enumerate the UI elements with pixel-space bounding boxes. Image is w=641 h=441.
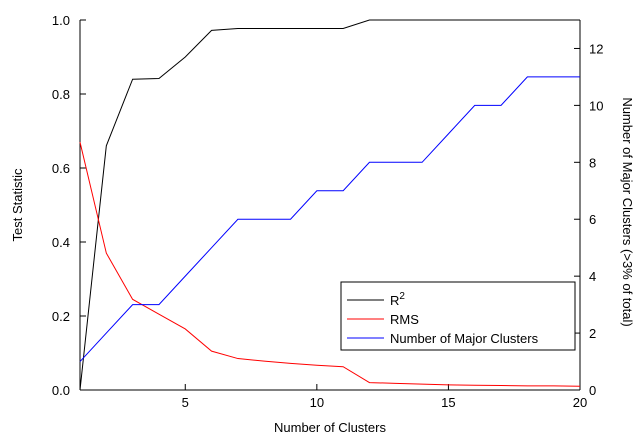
legend-label-rms: RMS xyxy=(390,312,419,327)
y2-tick-label: 0 xyxy=(589,383,596,398)
series-line-major-clusters xyxy=(79,76,580,362)
legend-box xyxy=(340,281,576,351)
series-layer xyxy=(79,19,581,391)
y-tick-label: 0.8 xyxy=(52,87,70,102)
y2-axis-label: Number of Major Clusters (>3% of total) xyxy=(620,97,635,326)
x-tick-label: 5 xyxy=(182,395,189,410)
y-tick-label: 0.4 xyxy=(52,235,70,250)
series-line-r2 xyxy=(79,19,580,391)
y2-tick-label: 2 xyxy=(589,326,596,341)
y2-tick-label: 10 xyxy=(589,98,603,113)
x-tick-label: 15 xyxy=(441,395,455,410)
y-tick-label: 0.2 xyxy=(52,309,70,324)
x-tick-label: 10 xyxy=(310,395,324,410)
y-axis-ticks: 0.0 0.2 0.4 0.6 0.8 1.0 xyxy=(52,13,86,398)
legend-label-major-clusters: Number of Major Clusters xyxy=(390,331,539,346)
y-axis-label: Test Statistic xyxy=(10,168,25,241)
plot-area xyxy=(79,20,581,391)
x-axis-ticks: 5 10 15 20 xyxy=(182,384,587,410)
y2-tick-label: 12 xyxy=(589,41,603,56)
y2-tick-label: 8 xyxy=(589,155,596,170)
legend-label-r2: R2 xyxy=(390,291,405,308)
x-tick-label: 20 xyxy=(573,395,587,410)
y-tick-label: 1.0 xyxy=(52,13,70,28)
x-axis-label: Number of Clusters xyxy=(274,420,386,435)
y2-axis-ticks: 0 2 4 6 8 10 12 xyxy=(574,41,603,398)
y-tick-label: 0.0 xyxy=(52,383,70,398)
y-tick-label: 0.6 xyxy=(52,161,70,176)
legend: R2 RMS Number of Major Clusters xyxy=(340,281,576,351)
y2-tick-label: 4 xyxy=(589,269,596,284)
series-line-rms xyxy=(79,141,581,387)
y2-tick-label: 6 xyxy=(589,212,596,227)
